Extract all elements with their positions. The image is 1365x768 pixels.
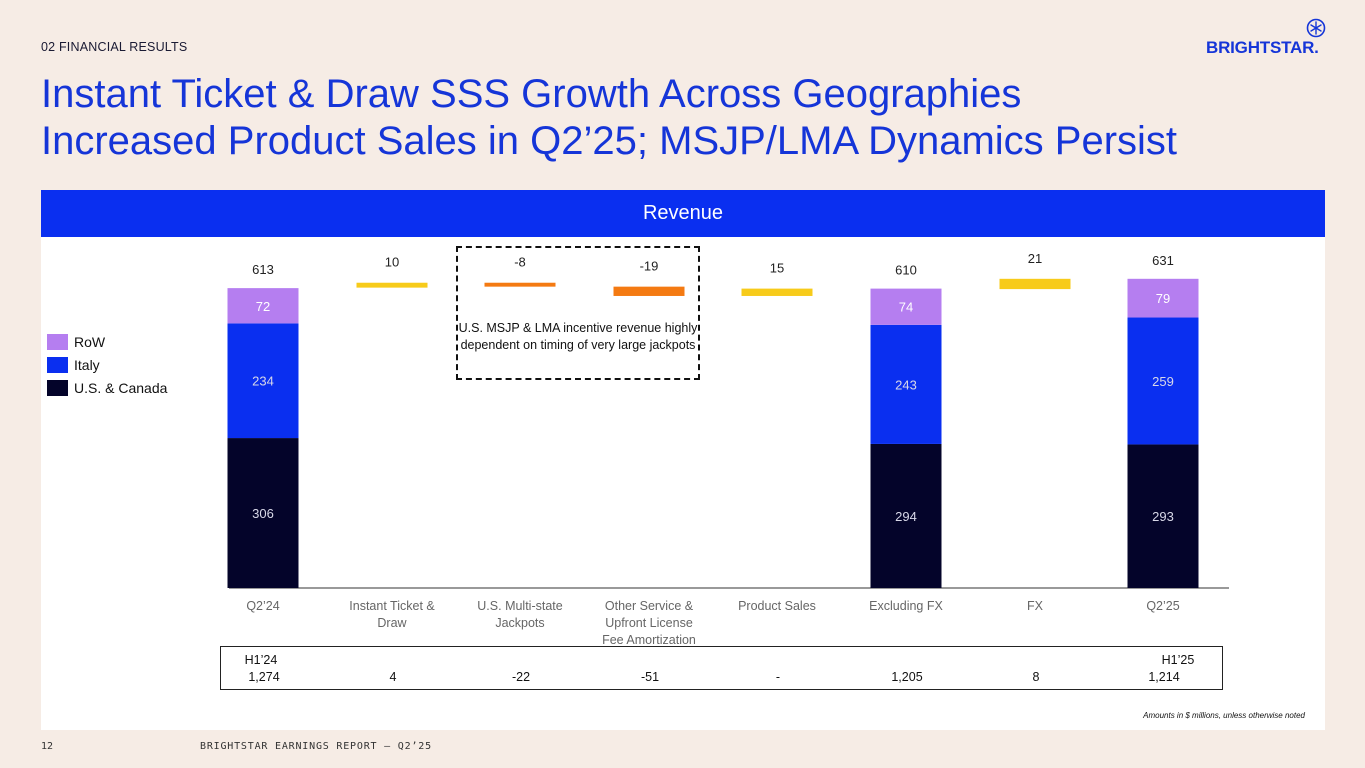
- category-label-q2-25: Q2’25: [1146, 599, 1180, 613]
- bar-q2-24-italy: [227, 323, 299, 439]
- h1-value-0: 1,274: [248, 670, 280, 684]
- bar-excluding-fx-u-s-canada: [870, 443, 942, 588]
- callout-text: U.S. MSJP & LMA incentive revenue highly…: [458, 321, 698, 352]
- h1-end-label: H1’25: [1161, 653, 1195, 667]
- bar-q2-24-row: [227, 288, 299, 324]
- category-label-instant-ticket-draw: Instant Ticket & Draw: [349, 599, 435, 630]
- category-label-fx: FX: [1027, 599, 1043, 613]
- total-label-q2-24: 613: [252, 262, 274, 277]
- h1-value-3: -51: [640, 670, 660, 684]
- bar-q2-24-u-s-canada: [227, 438, 299, 588]
- category-label-other-service-upfront-license-fee-amortization: Other Service & Upfront License Fee Amor…: [602, 599, 696, 647]
- bar-q2-25-italy: [1127, 317, 1199, 445]
- page-title: Instant Ticket & Draw SSS Growth Across …: [41, 71, 1331, 165]
- legend-swatch-italy: [47, 356, 68, 373]
- legend-label-italy: Italy: [74, 356, 100, 373]
- h1-value-5: 1,205: [891, 670, 923, 684]
- bar-excluding-fx-italy: [870, 324, 942, 444]
- logo-text: BRIGHTSTAR.: [1206, 38, 1319, 57]
- title-line-1: Instant Ticket & Draw SSS Growth Across …: [41, 72, 1022, 116]
- legend-item-italy: Italy: [47, 353, 167, 376]
- h1-value-2: -22: [511, 670, 531, 684]
- delta-bar-u-s-multi-state-jackpots: [484, 282, 556, 287]
- delta-label-other-service-upfront-license-fee-amortization: -19: [640, 259, 659, 274]
- total-label-q2-25: 631: [1152, 253, 1174, 268]
- delta-label-product-sales: 15: [770, 261, 784, 276]
- category-label-excluding-fx: Excluding FX: [869, 599, 943, 613]
- delta-bar-other-service-upfront-license-fee-amortization: [613, 286, 685, 296]
- jackpot-callout-box: U.S. MSJP & LMA incentive revenue highly…: [456, 246, 700, 380]
- legend-label-row: RoW: [74, 333, 106, 350]
- brightstar-logo: BRIGHTSTAR.: [1206, 18, 1328, 60]
- amounts-note: Amounts in $ millions, unless otherwise …: [1143, 711, 1305, 720]
- legend-swatch-row: [47, 333, 68, 350]
- revenue-panel: Revenue RoW Italy U.S. & Canada 306 234 72…: [41, 190, 1325, 730]
- data-label-q2-25-row: 79: [1156, 291, 1170, 306]
- delta-bar-product-sales: [741, 288, 813, 296]
- section-label: 02 FINANCIAL RESULTS: [41, 40, 188, 54]
- legend-item-row: RoW: [47, 330, 167, 353]
- delta-label-fx: 21: [1028, 251, 1042, 266]
- legend-item-us-canada: U.S. & Canada: [47, 376, 167, 399]
- delta-bar-instant-ticket-draw: [356, 282, 428, 288]
- data-label-q2-24-row: 72: [256, 299, 270, 314]
- h1-value-1: 4: [389, 670, 397, 684]
- footer-text: BRIGHTSTAR EARNINGS REPORT – Q2’25: [200, 741, 432, 752]
- h1-value-4: -: [775, 670, 781, 684]
- page-number: 12: [41, 741, 54, 752]
- data-label-q2-25-italy: 259: [1152, 374, 1174, 389]
- h1-value-7: 1,214: [1148, 670, 1180, 684]
- panel-header: Revenue: [41, 190, 1325, 237]
- category-label-product-sales: Product Sales: [738, 599, 816, 613]
- delta-label-u-s-multi-state-jackpots: -8: [514, 255, 526, 270]
- data-label-q2-25-u-s-canada: 293: [1152, 509, 1174, 524]
- revenue-waterfall-chart: 306 234 72 613 10 -8 -19 15 294 243 74 610 21 293 259 7…: [227, 251, 1229, 589]
- bar-q2-25-row: [1127, 278, 1199, 318]
- h1-start-label: H1’24: [244, 653, 278, 667]
- legend-label-us-canada: U.S. & Canada: [74, 379, 168, 396]
- data-label-q2-24-italy: 234: [252, 374, 274, 389]
- title-line-2: Increased Product Sales in Q2’25; MSJP/L…: [41, 119, 1178, 163]
- category-label-q2-24: Q2’24: [246, 599, 280, 613]
- chart-legend: RoW Italy U.S. & Canada: [47, 330, 167, 399]
- data-label-excluding-fx-u-s-canada: 294: [895, 509, 917, 524]
- total-label-excluding-fx: 610: [895, 263, 917, 278]
- h1-summary-table: H1’24 H1’25 1,274 4 -22 -51 - 1,205 8 1,214: [220, 646, 1223, 690]
- star-logo-icon: [1306, 18, 1326, 38]
- bar-q2-25-u-s-canada: [1127, 444, 1199, 588]
- data-label-excluding-fx-row: 74: [899, 300, 913, 315]
- data-label-excluding-fx-italy: 243: [895, 377, 917, 392]
- legend-swatch-us-canada: [47, 379, 68, 396]
- delta-bar-fx: [999, 278, 1071, 290]
- category-label-u-s-multi-state-jackpots: U.S. Multi-state Jackpots: [477, 599, 563, 630]
- data-label-q2-24-u-s-canada: 306: [252, 506, 274, 521]
- delta-label-instant-ticket-draw: 10: [385, 255, 399, 270]
- h1-value-6: 8: [1032, 670, 1040, 684]
- bar-excluding-fx-row: [870, 288, 942, 325]
